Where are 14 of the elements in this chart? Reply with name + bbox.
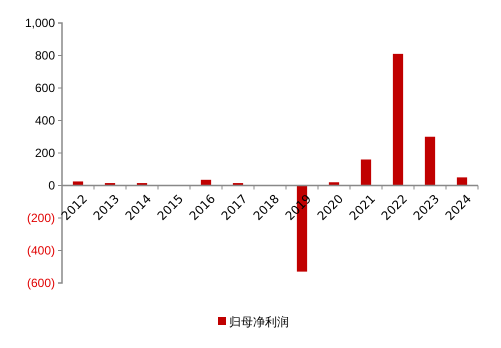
y-tick-label: (400) — [26, 243, 55, 258]
y-tick-label: 800 — [34, 48, 56, 62]
bar — [456, 177, 468, 186]
y-tick-label: 0 — [48, 178, 56, 192]
y-tick-label: 200 — [34, 146, 56, 160]
y-tick-label: (600) — [26, 276, 55, 290]
bar — [424, 136, 436, 186]
y-tick-label: 400 — [34, 113, 56, 128]
y-tick-label: 1,000 — [24, 16, 56, 30]
bar — [360, 160, 372, 186]
legend-label: 归母净利润 — [229, 315, 289, 329]
bar — [392, 54, 404, 186]
y-tick-label: 600 — [34, 80, 56, 95]
y-tick-label: (200) — [26, 210, 55, 225]
